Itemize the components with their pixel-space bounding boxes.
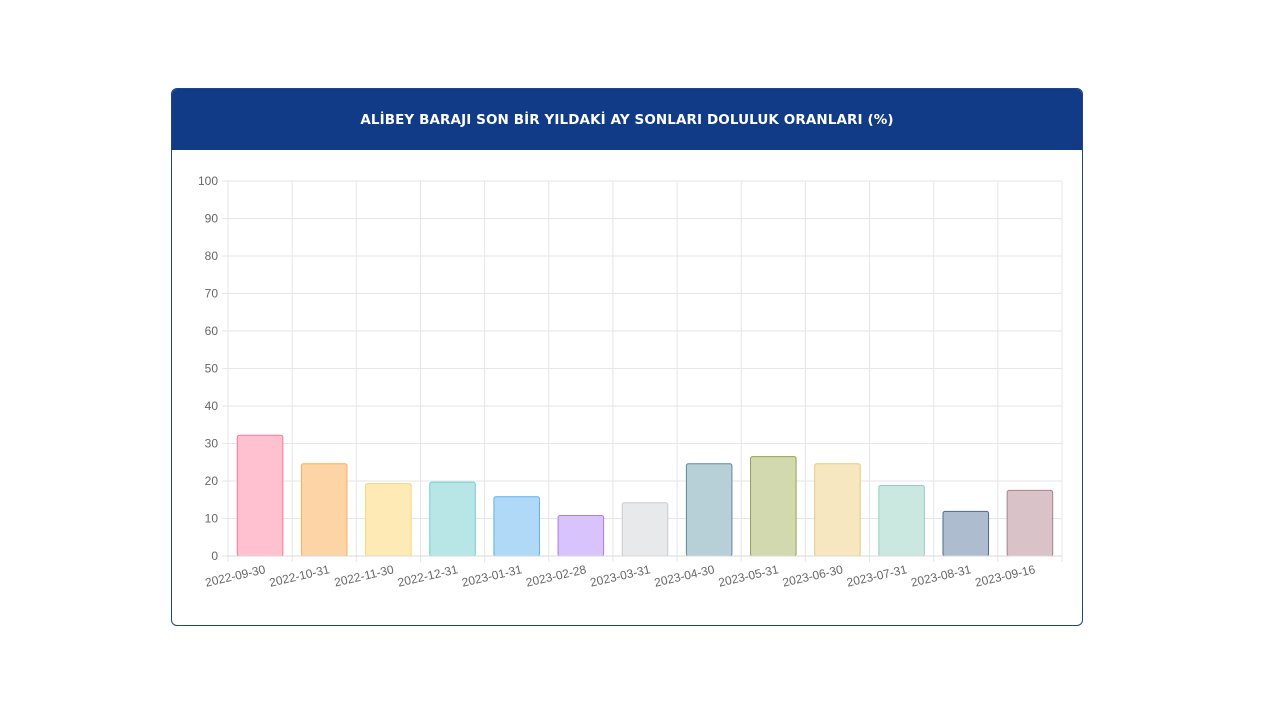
bar	[1006, 489, 1054, 557]
bar	[493, 496, 540, 557]
bar	[557, 515, 605, 557]
y-tick-label: 90	[205, 212, 219, 226]
bar	[814, 463, 861, 557]
x-tick-label: 2023-03-31	[589, 562, 652, 590]
y-tick-label: 0	[211, 549, 218, 563]
x-tick-label: 2022-09-30	[204, 562, 267, 590]
y-tick-label: 70	[205, 287, 219, 301]
bar-chart: 0 10 20 30 40 50 60 70 80 90 100 2022-09-30 2022-10-…	[198, 174, 1063, 590]
bar	[300, 463, 348, 557]
x-tick-label: 2023-02-28	[525, 562, 588, 590]
y-tick-label: 40	[205, 399, 219, 413]
x-tick-label: 2022-10-31	[268, 562, 331, 590]
bar	[365, 483, 412, 557]
y-tick-label: 30	[205, 437, 219, 451]
chart-area: 0 10 20 30 40 50 60 70 80 90 100 2022-09-30 2022-10-…	[172, 150, 1082, 625]
y-tick-label: 80	[205, 249, 219, 263]
bar	[750, 456, 797, 557]
x-tick-label: 2022-11-30	[333, 562, 395, 589]
x-tick-label: 2023-04-30	[653, 562, 716, 590]
bar	[685, 463, 733, 557]
y-tick-label: 10	[205, 512, 219, 526]
x-tick-label: 2023-07-31	[845, 562, 908, 590]
y-tick-label: 20	[205, 474, 219, 488]
bar	[429, 481, 476, 557]
x-tick-label: 2023-01-31	[460, 562, 523, 590]
bar	[878, 485, 925, 557]
chart-title: ALİBEY BARAJI SON BİR YILDAKİ AY SONLARI…	[360, 111, 894, 128]
bar	[621, 502, 669, 557]
bar	[942, 510, 990, 557]
chart-card: ALİBEY BARAJI SON BİR YILDAKİ AY SONLARI…	[171, 88, 1083, 626]
y-tick-label: 60	[205, 324, 219, 338]
x-tick-label: 2023-09-16	[974, 562, 1037, 590]
bar	[236, 434, 284, 557]
x-tick-label: 2022-12-31	[396, 562, 459, 590]
x-tick-label: 2023-06-30	[781, 562, 844, 590]
chart-header: ALİBEY BARAJI SON BİR YILDAKİ AY SONLARI…	[172, 89, 1082, 150]
y-tick-label: 100	[198, 174, 218, 188]
x-tick-label: 2023-05-31	[717, 562, 780, 590]
x-tick-label: 2023-08-31	[909, 562, 972, 590]
y-tick-label: 50	[205, 362, 219, 376]
